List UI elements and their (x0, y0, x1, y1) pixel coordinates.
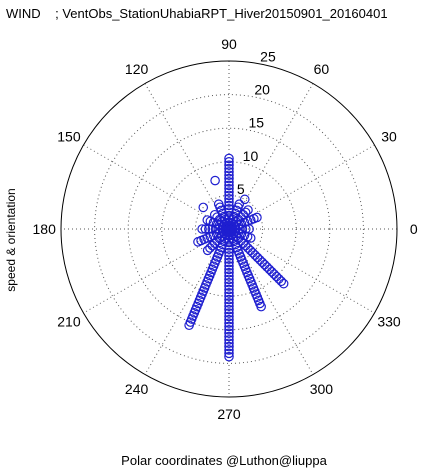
data-point (224, 264, 234, 275)
data-point (224, 308, 234, 318)
angle-tick-label: 120 (125, 61, 149, 77)
grid-spoke (83, 144, 375, 314)
data-point (224, 254, 234, 265)
data-point (184, 320, 194, 331)
data-point (198, 202, 209, 213)
data-point (224, 291, 234, 301)
radius-tick-label: 10 (243, 148, 259, 164)
data-point (200, 224, 211, 234)
data-point (224, 345, 234, 355)
data-point (224, 318, 234, 328)
radius-tick-label: 25 (260, 49, 276, 65)
data-point (224, 338, 234, 349)
data-point (224, 183, 234, 194)
angle-tick-label: 0 (410, 221, 418, 237)
data-point (278, 278, 289, 289)
data-point (224, 328, 234, 338)
data-point (224, 274, 234, 285)
data-point (224, 277, 234, 288)
angle-tick-label: 210 (57, 313, 81, 329)
data-point (224, 281, 234, 291)
radius-tick-label: 5 (237, 181, 245, 197)
data-point (245, 233, 256, 243)
data-point (197, 224, 207, 234)
data-point (224, 341, 234, 352)
data-point (224, 197, 234, 207)
radius-tick-label: 20 (254, 82, 270, 98)
data-point (243, 205, 253, 215)
angle-tick-label: 30 (381, 129, 397, 145)
data-point (234, 199, 245, 209)
data-point (202, 215, 213, 225)
angle-tick-label: 150 (57, 129, 81, 145)
data-point (224, 267, 234, 278)
data-point (224, 304, 234, 315)
data-point (224, 335, 234, 345)
angle-tick-label: 60 (314, 61, 330, 77)
data-point (224, 351, 234, 362)
data-point (224, 257, 234, 268)
data-point (224, 251, 234, 261)
data-point (224, 348, 234, 359)
data-point (224, 193, 234, 204)
grid-circle (94, 94, 364, 364)
data-point (205, 243, 215, 253)
data-point (224, 271, 234, 281)
data-point (224, 187, 234, 197)
data-point (224, 311, 234, 322)
data-point (224, 190, 234, 201)
data-point (224, 163, 234, 174)
angle-tick-label: 270 (217, 406, 241, 422)
angle-tick-label: 90 (221, 36, 237, 52)
data-point (224, 298, 234, 308)
grid-circle (194, 194, 264, 264)
data-point (224, 294, 234, 305)
data-point (224, 301, 234, 312)
data-point (239, 194, 250, 205)
radius-tick-label: 15 (249, 115, 265, 131)
data-point (224, 331, 234, 342)
data-point (224, 321, 234, 332)
grid-circle (161, 161, 297, 297)
angle-tick-label: 180 (33, 221, 57, 237)
data-point (240, 207, 251, 218)
data-point (213, 199, 224, 209)
data-point (224, 314, 234, 325)
data-point (224, 247, 234, 258)
data-point (224, 160, 234, 170)
data-point (224, 261, 234, 271)
data-point (224, 173, 234, 184)
data-point (224, 170, 234, 181)
data-point (224, 177, 234, 187)
data-point (224, 200, 234, 211)
data-point (276, 276, 287, 287)
data-point (224, 180, 234, 191)
outer-circle (60, 60, 398, 398)
chart-title: WIND ; VentObs_StationUhabiaRPT_Hiver201… (6, 6, 388, 21)
data-point (224, 324, 234, 335)
x-axis-label: Polar coordinates @Luthon@liuppa (121, 453, 327, 468)
data-point (224, 157, 234, 167)
data-point (252, 212, 262, 223)
data-point (202, 245, 213, 256)
data-point (193, 237, 203, 247)
data-point (224, 284, 234, 295)
angle-tick-label: 300 (310, 381, 334, 397)
grid-circle (127, 127, 331, 331)
data-point (224, 153, 234, 164)
angle-tick-label: 330 (377, 313, 401, 329)
data-point (224, 288, 234, 298)
data-point (256, 301, 266, 312)
data-point (210, 175, 220, 186)
angle-tick-label: 240 (125, 381, 149, 397)
data-point (224, 167, 234, 177)
